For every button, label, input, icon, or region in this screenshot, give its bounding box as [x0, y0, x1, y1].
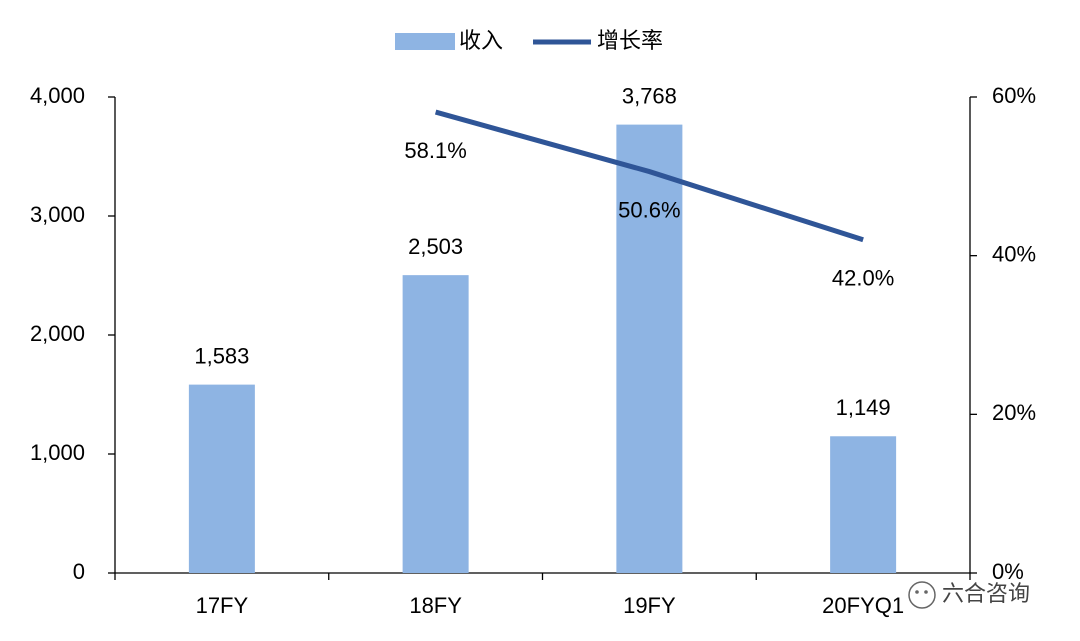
x-tick-label: 17FY: [196, 593, 249, 618]
bar-value-label: 1,583: [194, 343, 249, 368]
x-tick-label: 18FY: [409, 593, 462, 618]
y-tick-label: 2,000: [30, 321, 85, 346]
bar-value-label: 1,149: [836, 395, 891, 420]
y-tick-label: 1,000: [30, 440, 85, 465]
y2-tick-label: 40%: [992, 241, 1036, 266]
x-tick-label: 19FY: [623, 593, 676, 618]
watermark-icon-dot: [924, 590, 928, 594]
legend-label: 收入: [459, 28, 503, 53]
y-tick-label: 0: [73, 559, 85, 584]
bar-value-label: 2,503: [408, 234, 463, 259]
legend-label: 增长率: [597, 28, 663, 53]
line-value-label: 58.1%: [404, 138, 466, 163]
bar-value-label: 3,768: [622, 83, 677, 108]
bar: [188, 384, 255, 573]
y-tick-label: 3,000: [30, 202, 85, 227]
y2-tick-label: 0%: [992, 559, 1024, 584]
bar: [830, 436, 897, 573]
line-value-label: 42.0%: [832, 266, 894, 291]
watermark: 六合咨询: [908, 581, 1030, 609]
y2-tick-label: 60%: [992, 83, 1036, 108]
line: [434, 109, 864, 243]
bar: [402, 275, 469, 573]
x-tick-label: 20FYQ1: [822, 593, 904, 618]
watermark-icon: [908, 581, 936, 609]
line-value-label: 50.6%: [618, 197, 680, 222]
watermark-text: 六合咨询: [942, 581, 1030, 606]
y2-tick-label: 20%: [992, 400, 1036, 425]
watermark-icon-dot: [915, 590, 919, 594]
bar: [616, 124, 683, 573]
legend-swatch: [395, 33, 455, 50]
y-tick-label: 4,000: [30, 83, 85, 108]
